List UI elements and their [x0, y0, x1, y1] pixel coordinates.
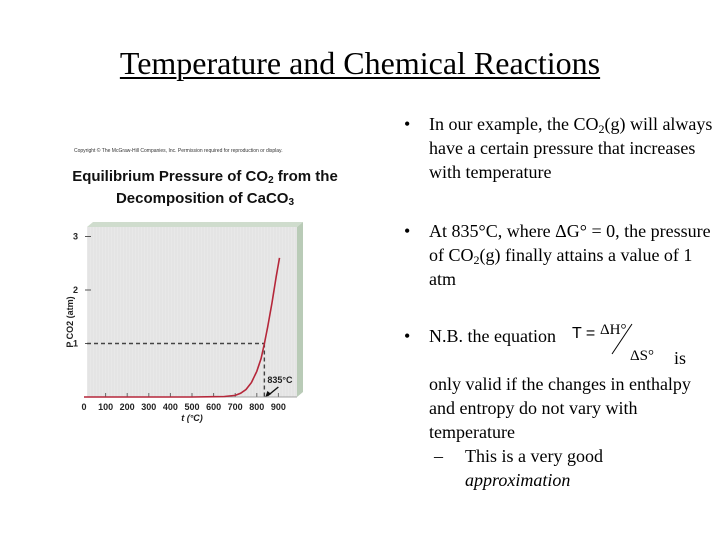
svg-text:700: 700 [228, 402, 243, 412]
slide-title: Temperature and Chemical Reactions [0, 44, 720, 82]
svg-text:ΔS°: ΔS° [630, 348, 654, 364]
figure-chart: Copyright © The McGraw-Hill Companies, I… [60, 140, 360, 440]
sub-bullet-item: – This is a very good approximation [434, 446, 603, 490]
bullet-dot: • [404, 114, 411, 134]
bullet-continuation: only valid if the changes in enthalpy an… [429, 372, 699, 492]
line-chart: 1 2 3 0 100 200 300 400 500 600 700 800 900 t (°C) P C… [65, 222, 303, 423]
svg-text:800: 800 [249, 402, 264, 412]
svg-text:ΔH°: ΔH° [600, 322, 626, 338]
svg-text:300: 300 [141, 402, 156, 412]
svg-text:600: 600 [206, 402, 221, 412]
svg-text:0: 0 [81, 402, 86, 412]
bullet-dot: • [404, 221, 411, 241]
svg-text:t (°C): t (°C) [181, 413, 203, 423]
equation-t-equals-dh-over-ds: T = ΔH° ΔS° [572, 322, 654, 364]
svg-text:400: 400 [163, 402, 178, 412]
bullet-item-1: • In our example, the CO2(g) will always… [404, 114, 713, 182]
svg-text:3: 3 [73, 232, 78, 242]
bullet-item-2: • At 835°C, where ΔG° = 0, the pressure … [404, 221, 711, 289]
bullet-item-3: • N.B. the equation T = ΔH° ΔS° is only … [404, 322, 720, 490]
copyright-notice: Copyright © The McGraw-Hill Companies, I… [74, 148, 283, 154]
slide-title-text: Temperature and Chemical Reactions [119, 45, 601, 81]
svg-text:900: 900 [271, 402, 286, 412]
chart-title: Equilibrium Pressure of CO2 from the Dec… [72, 168, 338, 208]
svg-text:T =: T = [572, 325, 595, 342]
svg-text:100: 100 [98, 402, 113, 412]
svg-text:P CO2 (atm): P CO2 (atm) [65, 296, 75, 347]
svg-text:835°C: 835°C [267, 375, 293, 385]
svg-text:2: 2 [73, 285, 78, 295]
svg-text:1: 1 [73, 339, 78, 349]
dash-glyph: – [434, 446, 443, 466]
svg-text:500: 500 [184, 402, 199, 412]
svg-text:200: 200 [120, 402, 135, 412]
bullet-dot: • [404, 326, 411, 346]
